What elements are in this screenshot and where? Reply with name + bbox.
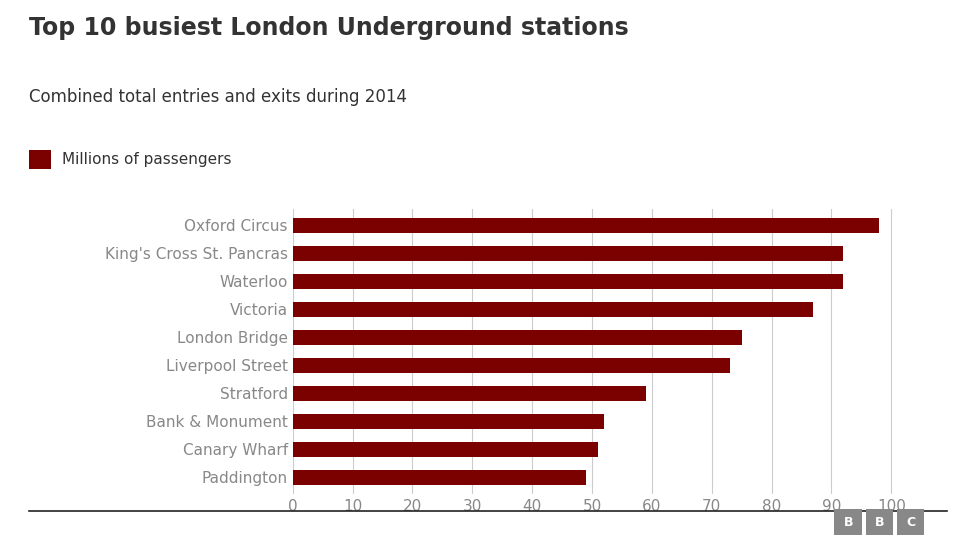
Bar	[293, 218, 879, 233]
Text: Millions of passengers: Millions of passengers	[62, 152, 232, 167]
Text: C: C	[906, 516, 915, 529]
Bar	[293, 413, 604, 429]
Bar	[293, 246, 843, 261]
Bar	[293, 441, 598, 457]
Bar	[293, 274, 843, 289]
Bar	[293, 302, 813, 317]
Bar	[293, 329, 742, 345]
Bar	[293, 385, 646, 401]
Text: Combined total entries and exits during 2014: Combined total entries and exits during …	[29, 88, 407, 106]
Bar	[293, 357, 730, 373]
Bar	[293, 469, 586, 485]
Text: B: B	[843, 516, 853, 529]
Text: B: B	[874, 516, 884, 529]
Text: Top 10 busiest London Underground stations: Top 10 busiest London Underground statio…	[29, 16, 629, 41]
